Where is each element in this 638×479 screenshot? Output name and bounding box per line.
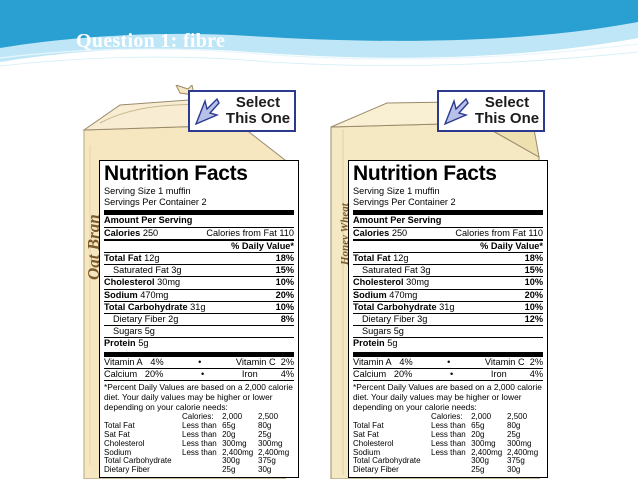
nutrition-label: Nutrition Facts Serving Size 1 muffin Se… — [348, 160, 548, 478]
daily-value-header: % Daily Value* — [480, 240, 543, 251]
label-title: Nutrition Facts — [353, 162, 497, 185]
product-panel-honey-wheat: Honey Wheat Select This One Nutrition Fa… — [329, 85, 557, 479]
mineral-row: Calcium 20% • Iron 4% — [353, 367, 543, 379]
select-line-2: This One — [474, 110, 540, 127]
servings-per-container: Servings Per Container 2 — [104, 197, 207, 208]
cholesterol-row: Cholesterol 30mg 10% — [104, 276, 294, 288]
select-label: Select This One — [220, 95, 296, 127]
pointer-arrow-icon — [443, 97, 469, 126]
sugars-row: Sugars 5g — [353, 325, 543, 337]
sodium-row: Sodium 470mg 20% — [353, 288, 543, 300]
calories-row: Calories 250 Calories from Fat 110 — [104, 226, 294, 238]
slide-title: Question 1: fibre — [76, 30, 226, 52]
serving-size: Serving Size 1 muffin — [353, 186, 440, 196]
serving-size: Serving Size 1 muffin — [104, 186, 191, 196]
amount-per-serving: Amount Per Serving — [353, 215, 442, 226]
daily-value-header: % Daily Value* — [231, 240, 294, 251]
saturated-fat-row: Saturated Fat 3g 15% — [353, 264, 543, 276]
dietary-fiber-row: Dietary Fiber 2g 8% — [104, 313, 294, 325]
servings-per-container: Servings Per Container 2 — [353, 197, 456, 208]
amount-per-serving: Amount Per Serving — [104, 215, 193, 226]
product-panel-oat-bran: Oat Bran Select This One Nutrition Facts… — [80, 85, 308, 479]
header-banner — [0, 0, 638, 85]
label-title: Nutrition Facts — [104, 162, 248, 185]
protein-row: Protein 5g — [353, 337, 543, 349]
protein-row: Protein 5g — [104, 337, 294, 349]
carbohydrate-row: Total Carbohydrate 31g 10% — [104, 300, 294, 312]
daily-value-table: Calories: 2,000 2,500 Total Fat Less than… — [353, 412, 539, 475]
select-label: Select This One — [469, 95, 545, 127]
dietary-fiber-row: Dietary Fiber 3g 12% — [353, 313, 543, 325]
cholesterol-row: Cholesterol 30mg 10% — [353, 276, 543, 288]
select-line-1: Select — [484, 94, 530, 111]
total-fat-row: Total Fat 12g 18% — [353, 252, 543, 264]
select-line-1: Select — [235, 94, 281, 111]
pointer-arrow-icon — [194, 97, 220, 126]
sodium-row: Sodium 470mg 20% — [104, 288, 294, 300]
nutrition-label: Nutrition Facts Serving Size 1 muffin Se… — [99, 160, 299, 478]
select-button-oat-bran[interactable]: Select This One — [188, 90, 296, 132]
footnote: *Percent Daily Values are based on a 2,0… — [353, 380, 543, 412]
footnote: *Percent Daily Values are based on a 2,0… — [104, 380, 294, 412]
select-button-honey-wheat[interactable]: Select This One — [437, 90, 545, 132]
select-line-2: This One — [225, 110, 291, 127]
carbohydrate-row: Total Carbohydrate 31g 10% — [353, 300, 543, 312]
vitamin-row: Vitamin A 4% • Vitamin C 2% — [353, 356, 543, 367]
total-fat-row: Total Fat 12g 18% — [104, 252, 294, 264]
daily-value-table: Calories: 2,000 2,500 Total Fat Less than… — [104, 412, 290, 475]
vitamin-row: Vitamin A 4% • Vitamin C 2% — [104, 356, 294, 367]
saturated-fat-row: Saturated Fat 3g 15% — [104, 264, 294, 276]
mineral-row: Calcium 20% • Iron 4% — [104, 367, 294, 379]
calories-row: Calories 250 Calories from Fat 110 — [353, 226, 543, 238]
sugars-row: Sugars 5g — [104, 325, 294, 337]
